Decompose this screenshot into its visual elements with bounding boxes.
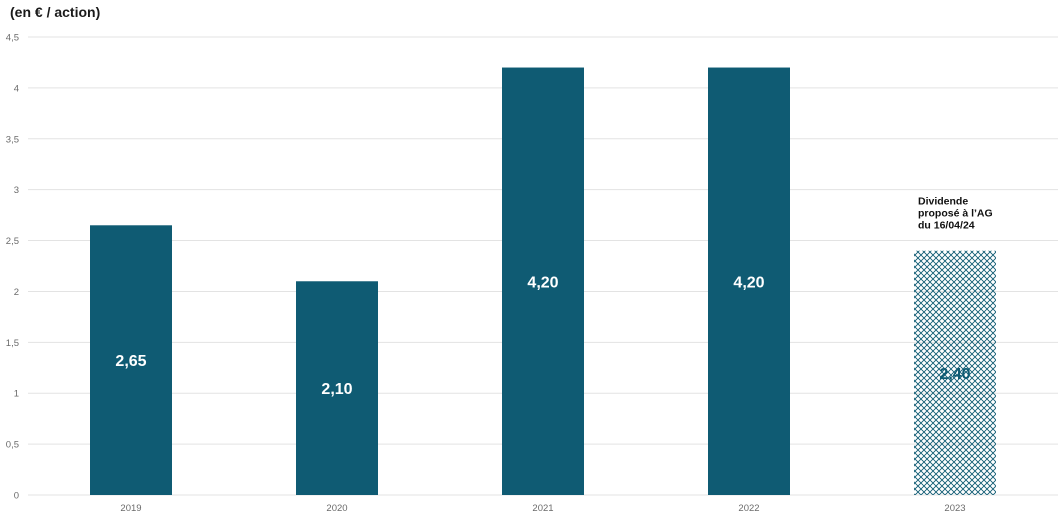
y-tick-label: 2 bbox=[14, 287, 19, 298]
y-tick-label: 1 bbox=[14, 389, 19, 400]
y-tick-label: 1,5 bbox=[6, 338, 19, 349]
bar-value-label-2020: 2,10 bbox=[321, 381, 352, 398]
x-tick-label-2020: 2020 bbox=[326, 503, 347, 514]
y-tick-label: 3 bbox=[14, 185, 19, 196]
bar-2020 bbox=[296, 281, 378, 495]
x-tick-label-2023: 2023 bbox=[944, 503, 965, 514]
bar-value-label-2021: 4,20 bbox=[527, 274, 558, 291]
annotation-line: proposé à l’AG bbox=[918, 208, 993, 220]
annotation-line: du 16/04/24 bbox=[918, 220, 975, 232]
y-tick-label: 0,5 bbox=[6, 440, 19, 451]
unit-label: (en € / action) bbox=[10, 4, 101, 20]
y-tick-label: 4 bbox=[14, 83, 19, 94]
bar-value-label-2023: 2,40 bbox=[939, 366, 970, 383]
bar-2023 bbox=[914, 250, 996, 495]
bar-2022 bbox=[708, 67, 790, 496]
bar-2019 bbox=[90, 225, 172, 496]
x-tick-label-2022: 2022 bbox=[738, 503, 759, 514]
y-tick-label: 2,5 bbox=[6, 236, 19, 247]
x-tick-label-2019: 2019 bbox=[120, 503, 141, 514]
y-tick-label: 3,5 bbox=[6, 134, 19, 145]
bar-layer bbox=[90, 67, 996, 496]
annotation-line: Dividende bbox=[918, 196, 968, 208]
bar-value-label-2019: 2,65 bbox=[115, 353, 146, 370]
label-layer: 0 0,5 1 1,5 2 2,5 3 3,5 4 4,5 2,65 2019 2,10 2020 4,20… bbox=[6, 33, 993, 515]
y-tick-label: 4,5 bbox=[6, 33, 19, 44]
bar-2021 bbox=[502, 67, 584, 496]
bar-value-label-2022: 4,20 bbox=[733, 274, 764, 291]
y-tick-label: 0 bbox=[14, 491, 19, 502]
x-tick-label-2021: 2021 bbox=[532, 503, 553, 514]
